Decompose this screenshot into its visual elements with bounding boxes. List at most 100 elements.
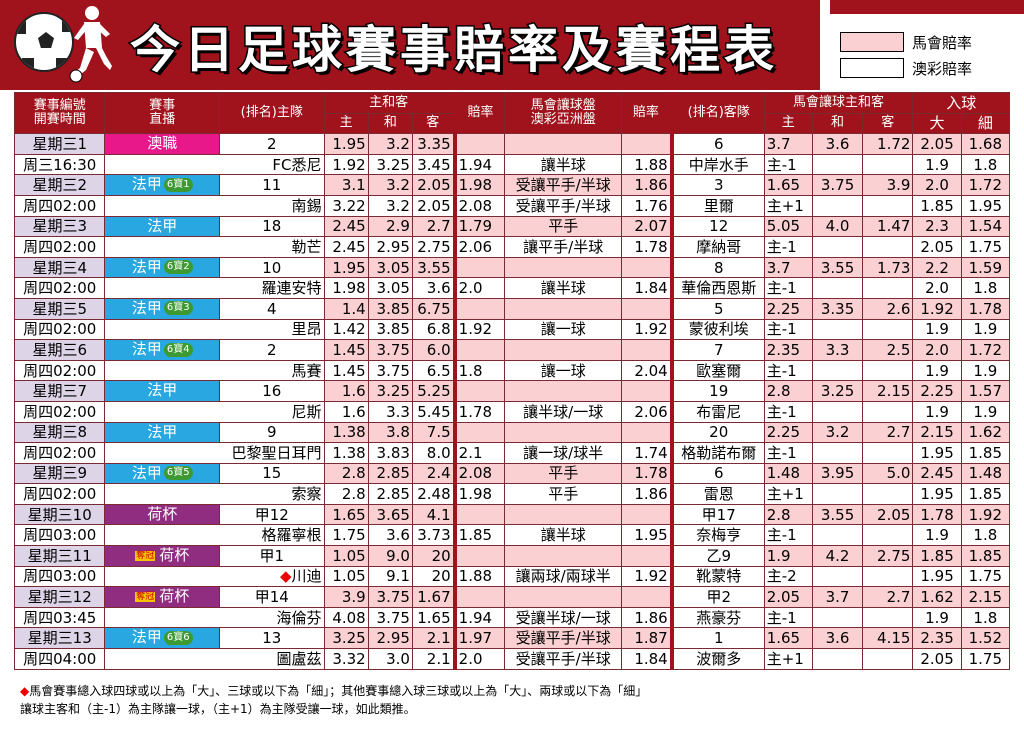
- home-rank: 15: [219, 462, 325, 485]
- macau-handicap-odds-home: 1.98: [452, 483, 506, 505]
- header-small: 細: [960, 112, 1011, 135]
- macau-away-odds: 1.65: [411, 606, 456, 629]
- macau-away-odds: 2.48: [411, 483, 456, 505]
- hkjc-handicap-odds-home: [452, 545, 506, 567]
- hkjc-home-odds: 1.4: [323, 297, 369, 320]
- empty-cell: [862, 359, 914, 382]
- league-tag: 法甲 6寶5: [105, 463, 219, 483]
- empty-cell: [862, 606, 914, 629]
- empty-cell: [811, 524, 864, 547]
- match-row-top: 星期三7 法甲 16 1.6 3.25 5.25 19 2.8 3.25 2.15 2.25 1.57: [13, 380, 1011, 402]
- kickoff-time: 周四03:00: [13, 565, 106, 588]
- home-team: 馬賽: [104, 359, 325, 382]
- match-row-bottom: 周四02:00 尼斯 1.6 3.3 5.45 1.78 讓半球/一球 2.06 布雷尼 主-1 1…: [13, 400, 1011, 423]
- match-number: 星期三11: [13, 545, 106, 567]
- hkjc-handicap-odds-home: [452, 133, 506, 155]
- hkjc-away-odds: 6.75: [411, 297, 456, 320]
- macau-home-odds: 1.38: [323, 442, 369, 464]
- hkjc-small-odds: 1.68: [960, 133, 1011, 155]
- legend-item-macau: 澳彩賠率: [840, 56, 972, 80]
- hkjc-home-odds: 3.9: [323, 586, 369, 608]
- empty-cell: [862, 565, 914, 588]
- macau-big-odds: 2.0: [912, 277, 962, 299]
- match-number: 星期三6: [13, 339, 106, 361]
- hhad-away-odds: 2.5: [862, 339, 914, 361]
- league-cell: 荷杯: [104, 503, 220, 526]
- match-row-top: 星期三4 法甲 6寶2 10 1.95 3.05 3.55 8 3.7 3.55 1.73 2.2 1.…: [13, 256, 1011, 279]
- away-team: 蒙彼利埃: [669, 318, 765, 341]
- macau-handicap: 受讓平手/半球: [504, 194, 622, 217]
- hhad-draw-odds: 3.35: [811, 297, 864, 320]
- hkjc-big-odds: 2.3: [912, 215, 962, 238]
- hkjc-big-odds: 1.92: [912, 297, 962, 320]
- league-name: 法甲: [131, 175, 162, 194]
- hhad-handicap: 主-1: [763, 318, 813, 341]
- macau-away-odds: 6.5: [411, 359, 456, 382]
- match-number: 星期三8: [13, 421, 106, 444]
- legend: 馬會賠率 澳彩賠率: [840, 30, 972, 82]
- home-team-name: 圖盧茲: [276, 649, 322, 668]
- home-team: 索察: [104, 483, 325, 505]
- match-row-top: 星期三8 法甲 9 1.38 3.8 7.5 20 2.25 3.2 2.7 2.15 1.62: [13, 421, 1011, 444]
- hkjc-away-odds: 1.67: [411, 586, 456, 608]
- away-rank: 5: [669, 297, 765, 320]
- hkjc-small-odds: 1.48: [960, 462, 1011, 485]
- macau-big-odds: 1.9: [912, 606, 962, 629]
- empty-cell: [811, 359, 864, 382]
- empty-cell: [811, 194, 864, 217]
- macau-home-odds: 1.92: [323, 153, 369, 176]
- league-name: 法甲: [147, 422, 178, 441]
- kickoff-time: 周四02:00: [13, 359, 106, 382]
- hhad-away-odds: 5.0: [862, 462, 914, 485]
- home-team: 里昂: [104, 318, 325, 341]
- macau-handicap-odds-away: 1.88: [620, 153, 673, 176]
- macau-draw-odds: 3.85: [367, 318, 413, 341]
- macau-handicap-odds-home: 1.94: [452, 153, 506, 176]
- macau-draw-odds: 3.0: [367, 648, 413, 670]
- macau-away-odds: 2.1: [411, 648, 456, 670]
- match-row-top: 星期三12 奪冠 荷杯 甲14 3.9 3.75 1.67 甲2 2.05 3.7 2.7 1.62 2…: [13, 586, 1011, 608]
- hhad-draw-odds: 3.95: [811, 462, 864, 485]
- hkjc-away-odds: 2.05: [411, 174, 456, 196]
- hkjc-small-odds: 1.57: [960, 380, 1011, 402]
- league-cell: 法甲 6寶1: [104, 174, 220, 196]
- league-cell: 法甲: [104, 380, 220, 402]
- hhad-away-odds: 2.7: [862, 421, 914, 444]
- hkjc-home-odds: 1.6: [323, 380, 369, 402]
- empty-cell: [862, 194, 914, 217]
- away-team: 格勒諾布爾: [669, 442, 765, 464]
- home-team-name: 川迪: [291, 567, 322, 586]
- hkjc-big-odds: 2.15: [912, 421, 962, 444]
- page-title: 今日足球賽事賠率及賽程表: [129, 20, 778, 81]
- hhad-handicap: 主+1: [763, 483, 813, 505]
- home-team-name: 格羅寧根: [261, 526, 322, 545]
- hhad-handicap: 主-1: [763, 277, 813, 299]
- hkjc-away-odds: 4.1: [411, 503, 456, 526]
- hkjc-handicap-odds-home: [452, 339, 506, 361]
- pool-badge: 6寶5: [163, 466, 193, 481]
- league-name: 法甲: [131, 257, 162, 276]
- empty-cell: [862, 524, 914, 547]
- hkjc-small-odds: 1.72: [960, 174, 1011, 196]
- hkjc-away-odds: 5.25: [411, 380, 456, 402]
- macau-small-odds: 1.95: [960, 194, 1011, 217]
- hkjc-home-odds: 2.8: [323, 462, 369, 485]
- pool-badge: 6寶6: [163, 630, 193, 645]
- macau-handicap-odds-away: 1.76: [620, 194, 673, 217]
- match-number: 星期三3: [13, 215, 106, 238]
- hkjc-handicap: [504, 297, 622, 320]
- home-team: 羅連安特: [104, 277, 325, 299]
- hkjc-handicap-odds-home: [452, 503, 506, 526]
- league-cell: 法甲 6寶5: [104, 462, 220, 485]
- away-team: 波爾多: [669, 648, 765, 670]
- home-team-name: 海倫芬: [276, 608, 322, 627]
- hkjc-away-odds: 7.5: [411, 421, 456, 444]
- pool-badge: 6寶4: [163, 342, 193, 357]
- macau-handicap: 讓一球: [504, 318, 622, 341]
- hkjc-handicap-odds-home: 1.98: [452, 174, 506, 196]
- league-name: 法甲: [131, 463, 162, 482]
- macau-home-odds: 1.6: [323, 400, 369, 423]
- hkjc-home-odds: 3.25: [323, 627, 369, 650]
- league-cell: 法甲: [104, 421, 220, 444]
- macau-handicap-odds-home: 2.06: [452, 236, 506, 258]
